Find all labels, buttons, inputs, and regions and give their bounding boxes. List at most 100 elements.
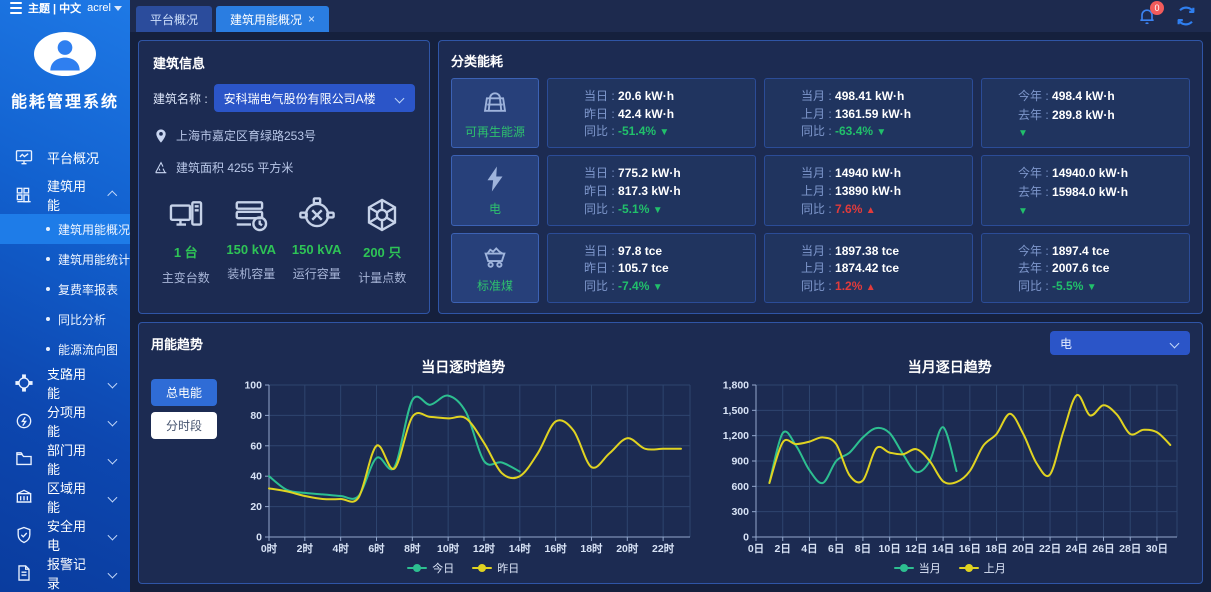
branch-node-icon xyxy=(14,373,34,393)
building-info-panel: 建筑信息 建筑名称 : 安科瑞电气股份有限公司A楼 上海市嘉定区育绿路253号 xyxy=(138,40,430,314)
category-row-renewable: 可再生能源 当日 : 20.6 kW·h 昨日 : 42.4 kW·h 同比 :… xyxy=(451,78,1190,149)
hamburger-menu-icon[interactable] xyxy=(10,2,22,14)
sidebar-subitem-building-energy-statistics[interactable]: 建筑用能统计 xyxy=(0,244,130,274)
metric-value: 1361.59 kW·h xyxy=(835,106,912,121)
renewable-energy-tile: 可再生能源 xyxy=(451,78,539,149)
legend-item-昨日[interactable]: 昨日 xyxy=(472,560,519,576)
sidebar-item-label: 安全用电 xyxy=(47,519,87,553)
metric-value: 42.4 kW·h xyxy=(618,106,675,121)
sidebar-item-branch-energy[interactable]: 支路用能 xyxy=(0,364,130,402)
chevron-down-icon xyxy=(394,93,405,103)
svg-text:30日: 30日 xyxy=(1145,543,1167,555)
total-energy-button[interactable]: 总电能 xyxy=(151,379,217,406)
delta-label: 同比 : xyxy=(801,278,832,293)
category-energy-panel: 分类能耗 可再生能源 当日 : 20.6 kW·h 昨日 xyxy=(438,40,1203,314)
bullet-icon xyxy=(46,227,50,231)
legend-item-当月[interactable]: 当月 xyxy=(893,560,941,576)
solar-panel-icon xyxy=(480,87,510,117)
delta-label: 同比 : xyxy=(584,124,615,139)
bullet-icon xyxy=(46,347,50,351)
sidebar: 主题 | 中文 acrel 能耗管理系统 平台概况 xyxy=(0,0,130,592)
bullet-icon xyxy=(46,257,50,261)
tab-platform-overview[interactable]: 平台概况 xyxy=(136,6,213,32)
sidebar-item-alarm-records[interactable]: 报警记录 xyxy=(0,554,130,592)
line-chart-svg: 0日 2日 4日 6日 8日 10日 12日 14日 16日 18日 20日 22日 24日 26日 28日… xyxy=(722,380,1177,555)
stat-value: 150 kVA xyxy=(226,242,277,257)
electricity-month-cell: 当月 : 14940 kW·h 上月 : 13890 kW·h 同比 : 7.6… xyxy=(764,155,973,226)
metric-label: 昨日 : xyxy=(584,261,615,276)
bullet-icon xyxy=(46,317,50,321)
sidebar-item-region-energy[interactable]: 区域用能 xyxy=(0,478,130,516)
tab-building-energy-overview[interactable]: 建筑用能概况 × xyxy=(216,6,330,32)
sidebar-subitem-energy-flow-diagram[interactable]: 能源流向图 xyxy=(0,334,130,364)
time-period-button[interactable]: 分时段 xyxy=(151,412,217,439)
hexagon-network-icon xyxy=(363,196,401,234)
metric-label: 去年 : xyxy=(1018,108,1049,123)
electricity-tile: 电 xyxy=(451,155,539,226)
svg-text:18时: 18时 xyxy=(580,542,603,555)
trend-arrow-icon: ▼ xyxy=(1018,128,1028,140)
stat-running-capacity: 150 kVA 运行容量 xyxy=(284,196,350,286)
sidebar-item-platform-overview[interactable]: 平台概况 xyxy=(0,138,130,176)
svg-text:28日: 28日 xyxy=(1119,543,1141,555)
bank-building-icon xyxy=(14,487,34,507)
sidebar-item-building-energy[interactable]: 建筑用能 xyxy=(0,176,130,214)
chevron-down-icon xyxy=(107,378,118,388)
submenu-label: 同比分析 xyxy=(58,312,107,327)
electricity-day-cell: 当日 : 775.2 kW·h 昨日 : 817.3 kW·h 同比 : -5.… xyxy=(547,155,756,226)
delta-value: -5.5% xyxy=(1052,278,1084,293)
metric-label: 当日 : xyxy=(584,89,615,103)
svg-text:22日: 22日 xyxy=(1038,543,1060,555)
svg-text:10时: 10时 xyxy=(437,542,460,555)
svg-text:24日: 24日 xyxy=(1065,543,1087,555)
sidebar-subitem-yoy-analysis[interactable]: 同比分析 xyxy=(0,304,130,334)
coal-day-cell: 当日 : 97.8 tce 昨日 : 105.7 tce 同比 : -7.4% … xyxy=(547,232,756,303)
bell-icon xyxy=(1140,9,1154,25)
tab-label: 建筑用能概况 xyxy=(230,12,303,27)
building-name-row: 建筑名称 : 安科瑞电气股份有限公司A楼 xyxy=(153,84,415,112)
renewable-day-cell: 当日 : 20.6 kW·h 昨日 : 42.4 kW·h 同比 : -51.4… xyxy=(547,78,756,149)
notification-bell-button[interactable]: 0 xyxy=(1137,1,1164,26)
theme-language-switcher[interactable]: 主题 | 中文 xyxy=(27,3,82,15)
svg-text:8时: 8时 xyxy=(404,542,421,555)
building-name-select[interactable]: 安科瑞电气股份有限公司A楼 xyxy=(213,84,415,112)
metric-value: 105.7 tce xyxy=(618,261,669,276)
svg-text:2时: 2时 xyxy=(297,542,314,555)
building-address: 上海市嘉定区育绿路253号 xyxy=(176,129,317,143)
close-icon[interactable]: × xyxy=(308,12,316,26)
lightning-bolt-icon xyxy=(480,164,510,194)
user-menu[interactable]: acrel xyxy=(87,2,122,14)
svg-text:16日: 16日 xyxy=(958,543,980,555)
hourly-trend-chart: 当日逐时趋势 0时 2时 4时 6时 8时 10时 12时 14时 16时 18时 20时 22时 0 2… xyxy=(223,357,704,577)
sidebar-item-safe-electricity[interactable]: 安全用电 xyxy=(0,516,130,554)
exchange-circle-icon xyxy=(298,196,336,234)
legend-item-上月[interactable]: 上月 xyxy=(958,560,1006,576)
energy-type-select[interactable]: 电 xyxy=(1050,331,1190,355)
workstation-icon xyxy=(167,196,205,234)
stat-label: 主变台数 xyxy=(161,271,210,285)
submenu-label: 复费率报表 xyxy=(58,282,119,297)
app-title: 能耗管理系统 xyxy=(10,94,119,111)
trend-arrow-icon: ▼ xyxy=(876,127,887,139)
svg-text:1,200: 1,200 xyxy=(722,430,748,442)
svg-text:14日: 14日 xyxy=(932,543,954,555)
svg-text:2日: 2日 xyxy=(774,543,790,555)
stat-label: 计量点数 xyxy=(358,271,407,285)
daily-trend-title: 当月逐日趋势 xyxy=(907,359,992,375)
trend-arrow-icon: ▲ xyxy=(865,281,876,293)
stat-value: 150 kVA xyxy=(291,242,342,257)
coal-cart-icon xyxy=(480,241,510,271)
delta-label: 同比 : xyxy=(801,124,832,139)
sidebar-item-department-energy[interactable]: 部门用能 xyxy=(0,440,130,478)
refresh-icon xyxy=(1177,6,1195,26)
sidebar-subitem-tariff-report[interactable]: 复费率报表 xyxy=(0,274,130,304)
trend-header: 用能趋势 电 xyxy=(151,331,1190,355)
legend-item-今日[interactable]: 今日 xyxy=(407,560,454,576)
legend-label: 昨日 xyxy=(497,563,520,575)
sidebar-item-subentry-energy[interactable]: 分项用能 xyxy=(0,402,130,440)
refresh-button[interactable] xyxy=(1175,5,1197,27)
sidebar-subitem-building-energy-overview[interactable]: 建筑用能概况 xyxy=(0,214,130,244)
legend-marker-icon xyxy=(407,564,428,572)
topbar: 平台概况 建筑用能概况 × 0 xyxy=(130,0,1211,32)
